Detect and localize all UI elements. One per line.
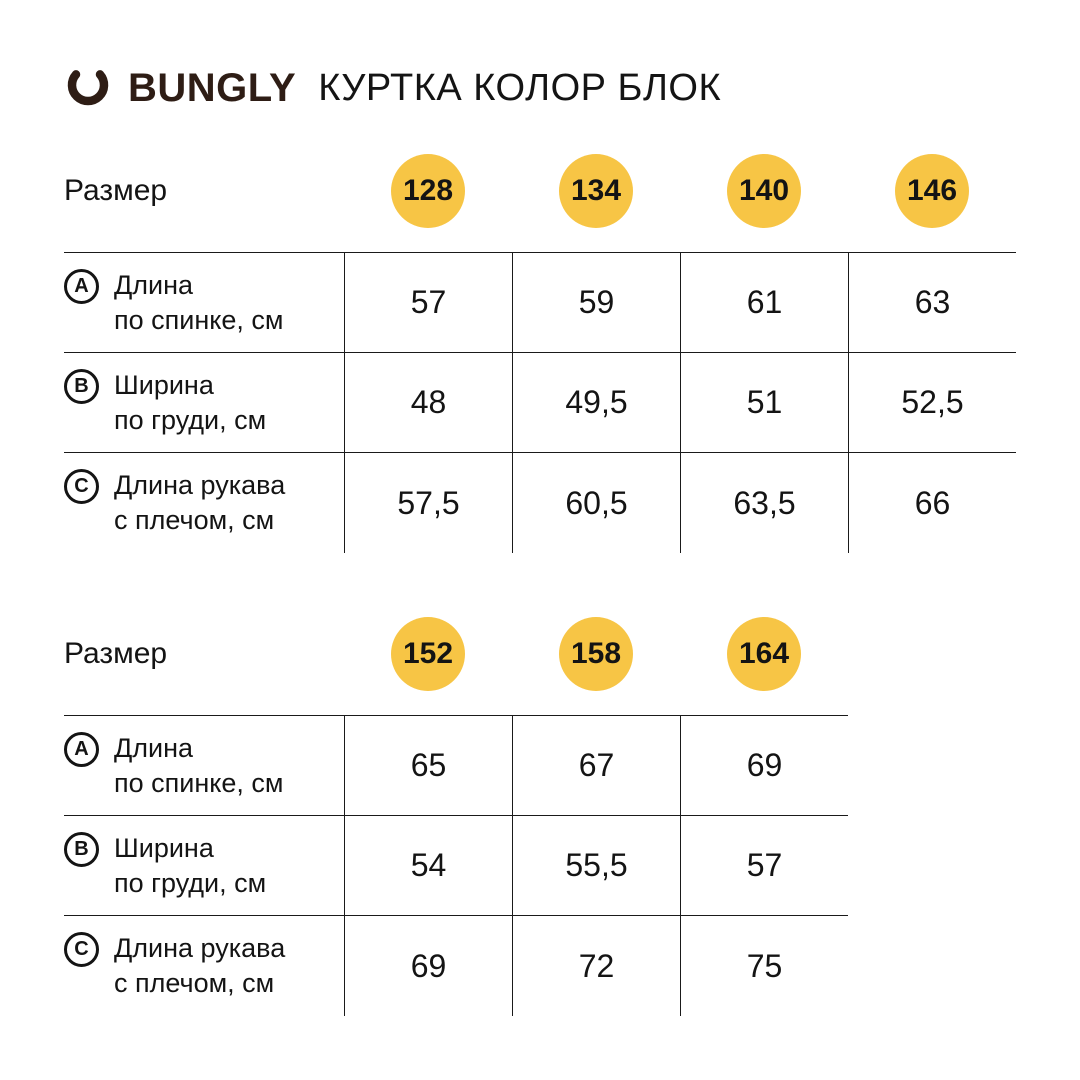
value-cell: 57,5 — [344, 453, 512, 553]
size-label: Размер — [64, 174, 168, 207]
size-badge-128: 128 — [391, 154, 465, 228]
measure-label-cell: C Длина рукава с плечом, см — [64, 453, 344, 553]
measure-label-cell: B Ширина по груди, см — [64, 816, 344, 915]
measure-letter-badge: C — [64, 469, 99, 504]
value-cell: 67 — [512, 716, 680, 815]
table-row-chest-width: B Ширина по груди, см 48 49,5 51 52,5 — [64, 353, 1016, 453]
value-cell: 75 — [680, 916, 848, 1016]
measure-letter-badge: B — [64, 368, 99, 404]
table-row-sleeve-length: C Длина рукава с плечом, см 69 72 75 — [64, 916, 848, 1016]
table-row-sleeve-length: C Длина рукава с плечом, см 57,5 60,5 63… — [64, 453, 1016, 553]
value-cell: 55,5 — [512, 816, 680, 915]
value-cell: 51 — [680, 353, 848, 452]
value-cell: 61 — [680, 253, 848, 352]
table-row-chest-width: B Ширина по груди, см 54 55,5 57 — [64, 816, 848, 916]
value-cell: 54 — [344, 816, 512, 915]
table-row-back-length: A Длина по спинке, см 57 59 61 63 — [64, 253, 1016, 353]
size-badge-140: 140 — [727, 154, 801, 228]
value-cell: 63 — [848, 253, 1016, 352]
value-cell: 52,5 — [848, 353, 1016, 452]
value-cell: 57 — [680, 816, 848, 915]
measure-letter-badge: C — [64, 932, 99, 967]
table-body: A Длина по спинке, см 57 59 61 63 B — [64, 252, 1016, 553]
measure-label-cell: B Ширина по груди, см — [64, 353, 344, 452]
measure-label: Длина по спинке, см — [114, 732, 284, 798]
measure-letter-badge: A — [64, 731, 99, 767]
bungly-logo-icon — [64, 67, 112, 109]
measure-label: Длина по спинке, см — [114, 269, 284, 335]
size-badge-164: 164 — [727, 617, 801, 691]
table-row-back-length: A Длина по спинке, см 65 67 69 — [64, 716, 848, 816]
size-table-152-164: Размер 152 158 164 A Длина по спинке, см… — [64, 617, 848, 1016]
measure-label: Длина рукава с плечом, см — [114, 933, 286, 998]
brand-header: BUNGLY КУРТКА КОЛОР БЛОК — [64, 62, 1080, 114]
measure-letter-badge: B — [64, 831, 99, 867]
product-title: КУРТКА КОЛОР БЛОК — [318, 66, 722, 109]
value-cell: 49,5 — [512, 353, 680, 452]
value-cell: 66 — [848, 453, 1016, 553]
value-cell: 72 — [512, 916, 680, 1016]
measure-label-cell: A Длина по спинке, см — [64, 716, 344, 815]
size-label: Размер — [64, 637, 168, 670]
table-body: A Длина по спинке, см 65 67 69 B — [64, 715, 848, 1016]
size-header-row: Размер 128 134 140 146 — [64, 154, 1016, 228]
measure-label: Ширина по груди, см — [114, 369, 267, 435]
measure-label-cell: C Длина рукава с плечом, см — [64, 916, 344, 1016]
size-badge-152: 152 — [391, 617, 465, 691]
measure-letter-badge: A — [64, 268, 99, 304]
measure-label: Ширина по груди, см — [114, 832, 267, 898]
value-cell: 48 — [344, 353, 512, 452]
value-cell: 60,5 — [512, 453, 680, 553]
value-cell: 63,5 — [680, 453, 848, 553]
size-table-128-146: Размер 128 134 140 146 A Длина по спинке… — [64, 154, 1016, 553]
value-cell: 65 — [344, 716, 512, 815]
measure-label-cell: A Длина по спинке, см — [64, 253, 344, 352]
size-badge-158: 158 — [559, 617, 633, 691]
value-cell: 69 — [344, 916, 512, 1016]
measure-label: Длина рукава с плечом, см — [114, 470, 286, 535]
value-cell: 57 — [344, 253, 512, 352]
brand-name: BUNGLY — [128, 65, 297, 110]
size-header-row: Размер 152 158 164 — [64, 617, 848, 691]
value-cell: 59 — [512, 253, 680, 352]
size-badge-146: 146 — [895, 154, 969, 228]
size-badge-134: 134 — [559, 154, 633, 228]
value-cell: 69 — [680, 716, 848, 815]
